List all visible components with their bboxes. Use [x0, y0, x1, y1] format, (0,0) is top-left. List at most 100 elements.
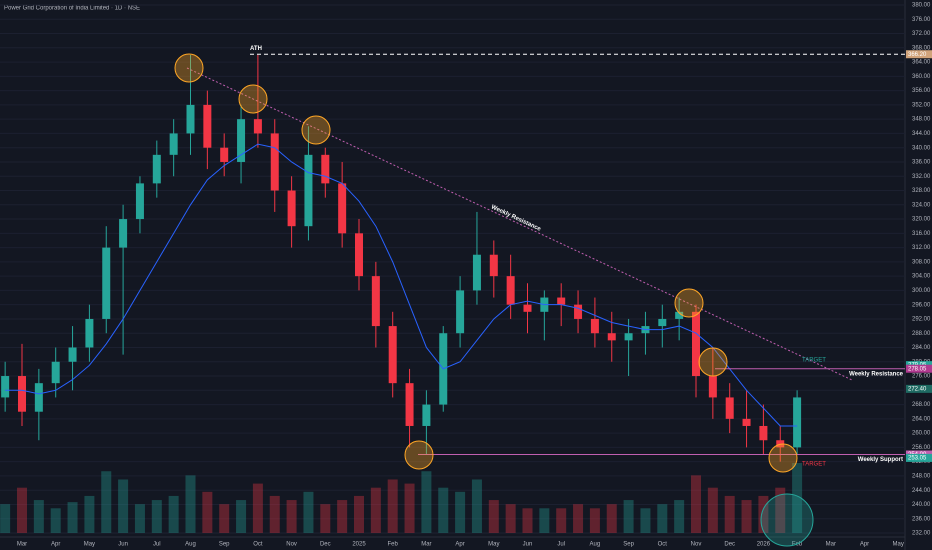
y-tick-label: 348.00 — [912, 117, 931, 123]
candle-body — [388, 326, 397, 384]
candle-body — [405, 383, 414, 426]
x-tick-label: May — [488, 542, 499, 548]
y-tick-label: 236.00 — [912, 516, 931, 522]
candle-body — [34, 383, 43, 412]
ath-label: ATH — [250, 46, 262, 52]
candle-body — [102, 247, 111, 319]
x-tick-label: Jul — [153, 542, 161, 548]
candle-body — [624, 333, 633, 341]
candle-body — [51, 361, 60, 384]
candle-body — [557, 297, 566, 305]
volume-bar — [303, 491, 314, 533]
volume-bar — [185, 475, 196, 533]
x-tick-label: 2026 — [757, 542, 771, 548]
support-label: Weekly Support — [858, 457, 903, 463]
volume-bar — [168, 495, 179, 533]
candle-body — [186, 104, 195, 134]
y-tick-label: 360.00 — [912, 74, 931, 80]
volume-bar — [792, 463, 803, 533]
x-tick-label: Nov — [286, 542, 297, 548]
volume-bar — [370, 487, 381, 533]
y-tick-label: 260.00 — [912, 431, 931, 437]
x-tick-label: May — [84, 542, 95, 548]
candle-body — [590, 318, 599, 334]
candle-body — [237, 119, 246, 162]
highlight-circle — [404, 440, 434, 470]
candle-body — [355, 233, 363, 277]
y-tick-label: 292.00 — [912, 317, 931, 323]
y-tick-label: 324.00 — [912, 202, 931, 208]
candle-body — [708, 376, 717, 398]
highlight-circle — [174, 53, 204, 83]
price-tag-label: 253.05 — [908, 455, 927, 461]
y-tick-label: 268.00 — [912, 402, 931, 408]
x-tick-label: May — [893, 542, 904, 548]
y-tick-label: 368.00 — [912, 45, 931, 51]
candle-body — [270, 133, 279, 191]
candle-body — [18, 376, 26, 412]
x-tick-label: Apr — [455, 542, 464, 548]
volume-bar — [320, 504, 331, 533]
candle-body — [152, 154, 161, 184]
volume-bar — [84, 495, 95, 533]
volume-bar — [606, 504, 617, 533]
candle-body — [85, 318, 94, 348]
volume-bar — [775, 487, 786, 533]
candle-body — [169, 133, 178, 155]
volume-bar — [404, 483, 415, 533]
volume-bar — [421, 471, 432, 533]
resistance-label: Weekly Resistance — [849, 371, 904, 377]
x-tick-label: Jun — [523, 542, 533, 548]
y-tick-label: 232.00 — [912, 531, 931, 537]
candle-body — [135, 183, 144, 220]
y-tick-label: 304.00 — [912, 274, 931, 280]
volume-bar — [0, 504, 11, 533]
price-tag — [906, 384, 932, 393]
volume-bar — [438, 487, 449, 533]
highlight-circle — [674, 288, 704, 318]
candle-body — [304, 154, 313, 227]
candle-body — [574, 304, 583, 319]
x-tick-label: Aug — [185, 542, 196, 548]
volume-bar — [674, 500, 685, 533]
x-tick-label: Jun — [118, 542, 128, 548]
y-tick-label: 364.00 — [912, 60, 931, 66]
x-tick-label: Aug — [590, 542, 601, 548]
y-tick-label: 244.00 — [912, 488, 931, 494]
volume-bar — [758, 495, 769, 533]
y-tick-label: 320.00 — [912, 217, 931, 223]
candle-body — [203, 104, 212, 148]
candle-body — [119, 219, 128, 248]
candle-body — [220, 147, 229, 162]
volume-bar — [691, 475, 701, 533]
highlight-circle — [301, 115, 331, 145]
y-tick-label: 312.00 — [912, 245, 931, 251]
volume-bar — [589, 508, 600, 533]
candle-body — [523, 304, 532, 312]
volume-bar — [286, 500, 297, 533]
candle-body — [422, 404, 431, 426]
volume-bar — [252, 483, 263, 533]
x-tick-label: Sep — [219, 542, 230, 548]
volume-bar — [236, 500, 247, 533]
x-tick-label: Oct — [658, 542, 668, 548]
candle-body — [692, 311, 700, 377]
volume-bar — [573, 504, 584, 533]
y-tick-label: 344.00 — [912, 131, 931, 137]
candle-body — [675, 311, 684, 319]
y-tick-label: 300.00 — [912, 288, 931, 294]
volume-bar — [657, 504, 668, 533]
y-tick-label: 372.00 — [912, 31, 931, 37]
y-tick-label: 256.00 — [912, 445, 931, 451]
volume-bar — [337, 500, 348, 533]
volume-bar — [202, 491, 213, 533]
volume-bar — [387, 479, 398, 533]
chart-title: Power Grid Corporation of India Limited … — [4, 6, 140, 12]
candle-body — [253, 119, 262, 134]
volume-bar — [488, 500, 499, 533]
volume-bar — [17, 487, 27, 533]
x-tick-label: Feb — [792, 542, 803, 548]
volume-bar — [455, 491, 466, 533]
